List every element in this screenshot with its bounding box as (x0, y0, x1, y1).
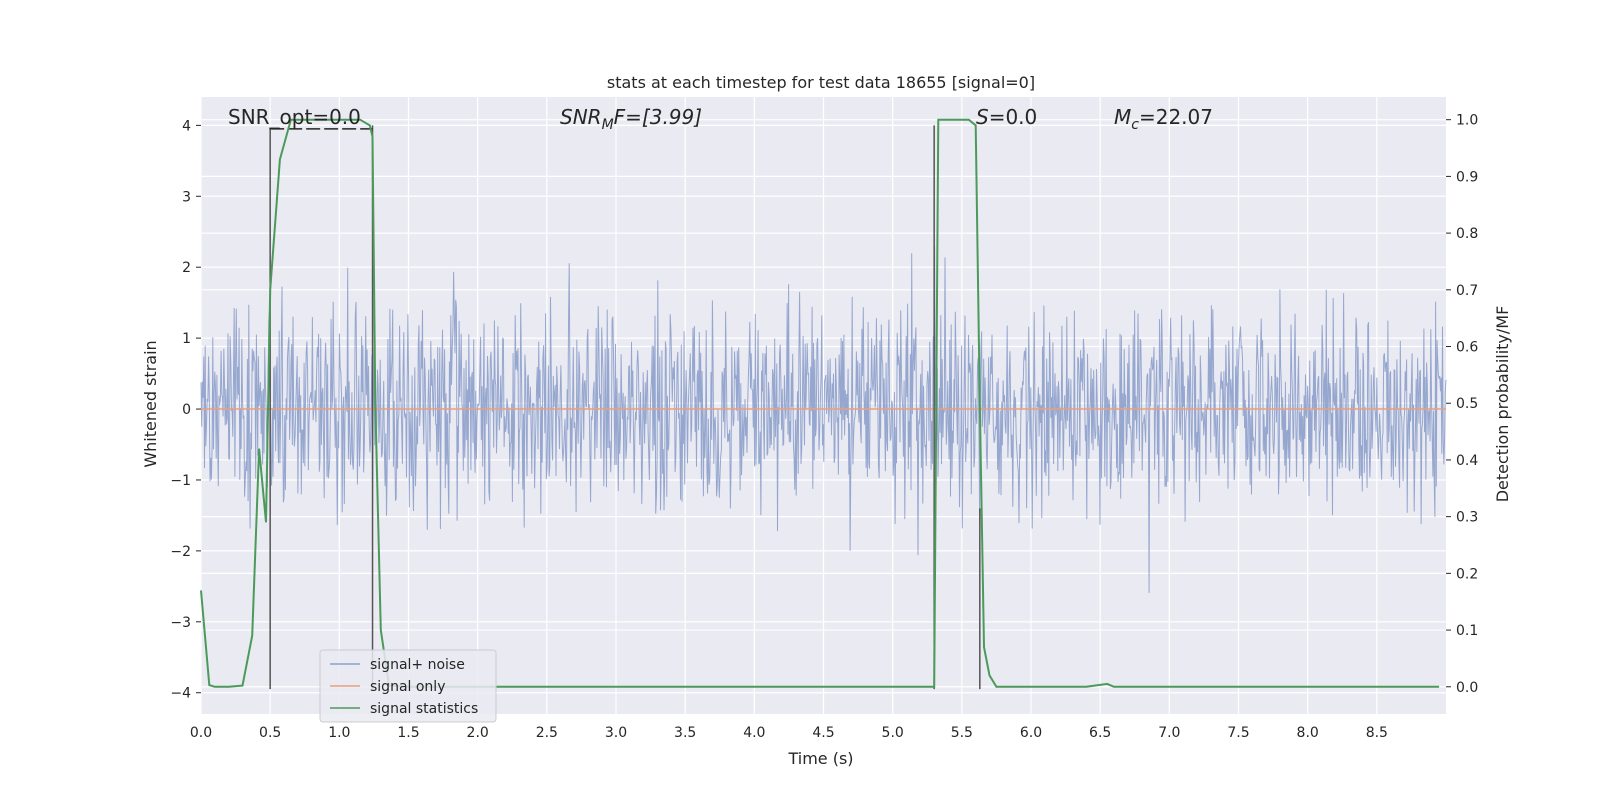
y-tick-label: 4 (182, 118, 191, 134)
annotation-snr-opt: SNR_opt=0.0 (228, 105, 361, 129)
x-tick-label: 4.0 (743, 725, 765, 741)
x-tick-label: 1.5 (397, 725, 419, 741)
x-tick-label: 3.0 (605, 725, 627, 741)
signal-noise-series (200, 246, 1447, 593)
x-tick-label: 8.5 (1366, 725, 1388, 741)
annotation-s: S=0.0 (976, 105, 1037, 129)
x-tick-label: 4.5 (812, 725, 834, 741)
x-tick-label: 8.0 (1297, 725, 1319, 741)
x-tick-label: 1.0 (328, 725, 350, 741)
y-tick-label: 1 (182, 331, 191, 347)
y-tick-label: −3 (170, 615, 191, 631)
y-tick-label: 2 (182, 260, 191, 276)
y2-tick-label: 0.6 (1456, 340, 1478, 356)
y2-tick-label: 0.5 (1456, 396, 1478, 412)
y2-tick-label: 0.0 (1456, 680, 1478, 696)
legend: signal+ noise signal only signal statist… (319, 649, 497, 723)
y2-tick-label: 0.4 (1456, 453, 1478, 469)
y-tick-label: 3 (182, 189, 191, 205)
annotation-mc-main: M (1114, 105, 1131, 129)
y-axis-label: Whitened strain (141, 340, 160, 467)
annotation-snr-mf-sub: M (602, 117, 614, 133)
annotation-snr-mf-rest: F=[3.99] (614, 105, 702, 129)
annotation-mc-rest: =22.07 (1139, 105, 1213, 129)
x-tick-label: 0.0 (190, 725, 212, 741)
y2-tick-label: 0.8 (1456, 226, 1478, 242)
axes: 0.0 0.5 1.0 1.5 2.0 2.5 3.0 3.5 4.0 4.5 5.0 5.5 6.0 6… (170, 113, 1478, 741)
annotation-s-main: S (976, 105, 989, 129)
legend-box (319, 649, 497, 723)
y-tick-label: −1 (170, 473, 191, 489)
x-tick-label: 0.5 (259, 725, 281, 741)
y-tick-label: −4 (170, 686, 191, 702)
y2-tick-label: 0.9 (1456, 169, 1478, 185)
x-tick-label: 2.5 (536, 725, 558, 741)
y-tick-label: 0 (182, 402, 191, 418)
y2-tick-label: 1.0 (1456, 113, 1478, 129)
x-tick-label: 7.5 (1227, 725, 1249, 741)
x-tick-label: 6.5 (1089, 725, 1111, 741)
annotation-mc: Mc=22.07 (1114, 105, 1213, 133)
x-axis-label: Time (s) (787, 749, 853, 768)
x-tick-label: 2.0 (467, 725, 489, 741)
signal-noise-line (200, 246, 1447, 593)
x-tick-label: 5.5 (951, 725, 973, 741)
x-tick-label: 7.0 (1158, 725, 1180, 741)
x-tick-label: 3.5 (674, 725, 696, 741)
y2-tick-label: 0.3 (1456, 510, 1478, 526)
legend-label-signal-statistics: signal statistics (370, 701, 478, 717)
legend-label-signal-only: signal only (370, 679, 445, 695)
y2-tick-label: 0.2 (1456, 566, 1478, 582)
legend-label-signal-noise: signal+ noise (370, 657, 465, 673)
annotation-snr-mf: SNRMF=[3.99] (560, 105, 702, 133)
y2-tick-label: 0.7 (1456, 283, 1478, 299)
x-tick-label: 5.0 (882, 725, 904, 741)
chart-title: stats at each timestep for test data 186… (607, 73, 1035, 92)
annotation-snr-mf-main: SNR (560, 105, 602, 129)
x-tick-label: 6.0 (1020, 725, 1042, 741)
y2-tick-label: 0.1 (1456, 623, 1478, 639)
y-tick-label: −2 (170, 544, 191, 560)
y2-axis-label: Detection probability/MF (1493, 306, 1512, 503)
annotation-s-rest: =0.0 (989, 105, 1038, 129)
annotation-mc-sub: c (1131, 117, 1139, 133)
